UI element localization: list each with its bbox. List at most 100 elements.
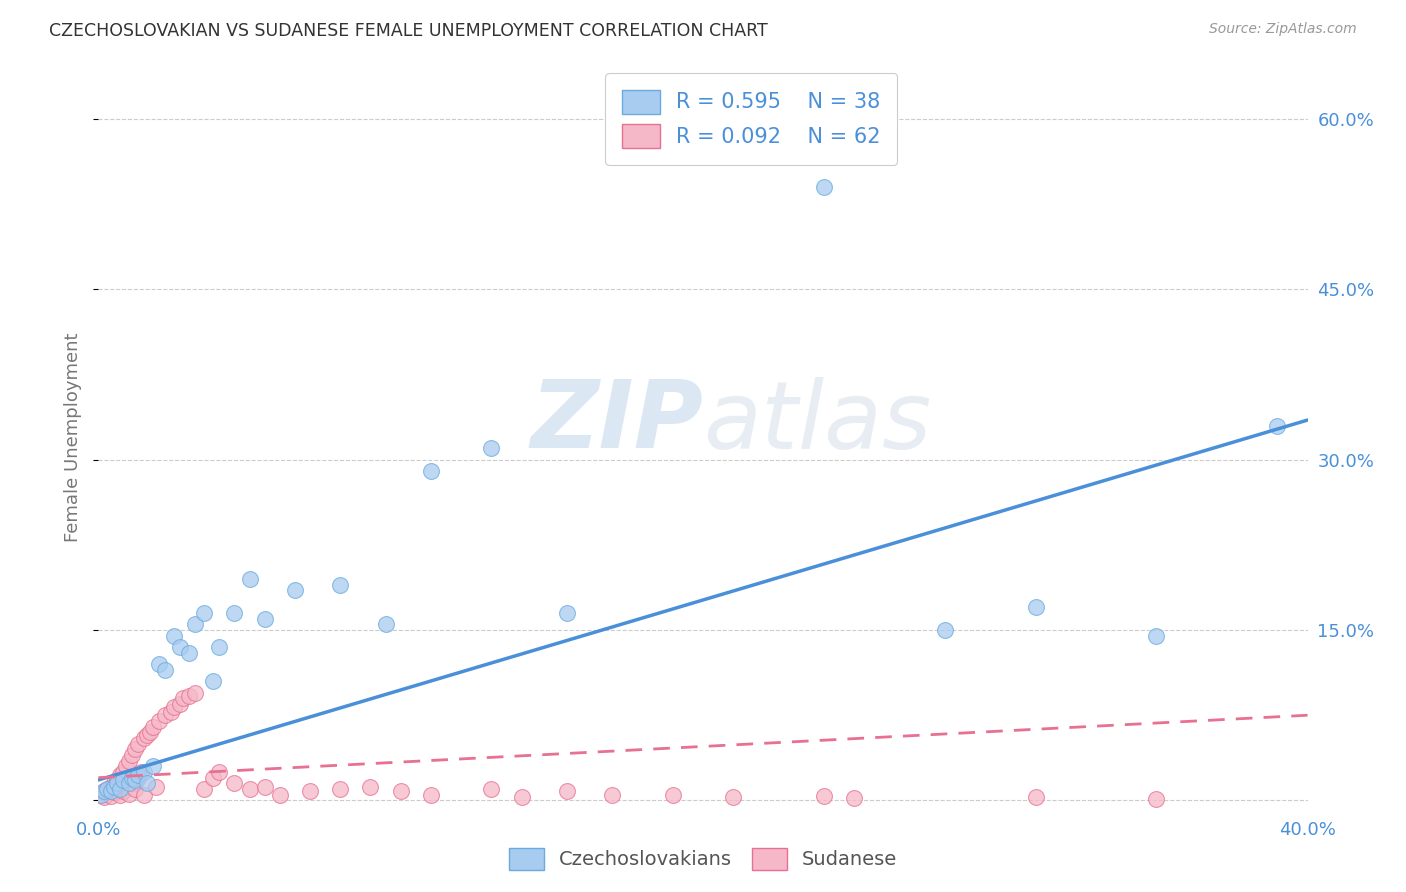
Point [114,780,136,794]
Point [813,789,835,803]
Point [135,776,157,790]
Point [179,646,201,660]
Point [389,784,412,798]
Point [661,788,683,802]
Point [96,782,118,797]
Point [121,776,143,790]
Point [132,788,155,802]
Point [153,663,176,677]
Point [160,705,183,719]
Point [510,789,533,804]
Point [105,772,128,787]
Point [132,764,155,779]
Point [1144,629,1167,643]
Point [108,788,131,802]
Point [145,780,167,794]
Point [105,782,128,797]
Point [844,791,866,805]
Point [329,782,352,797]
Point [374,617,396,632]
Point [555,784,578,798]
Point [723,789,745,804]
Point [239,572,262,586]
Point [253,780,276,794]
Text: Source: ZipAtlas.com: Source: ZipAtlas.com [1209,22,1357,37]
Point [135,727,157,741]
Point [114,759,136,773]
Point [132,731,155,745]
Point [420,464,443,478]
Point [208,764,231,779]
Point [103,785,125,799]
Point [1024,789,1046,804]
Point [420,788,443,802]
Point [118,754,141,768]
Point [124,772,146,787]
Point [90,788,112,802]
Point [163,700,186,714]
Point [360,780,382,794]
Point [153,708,176,723]
Point [111,784,134,798]
Point [105,776,128,790]
Point [253,612,276,626]
Point [118,787,141,801]
Point [96,787,118,801]
Point [96,782,118,797]
Point [100,789,122,803]
Point [108,768,131,782]
Point [111,772,134,787]
Point [284,583,307,598]
Point [121,747,143,762]
Text: ZIP: ZIP [530,376,703,468]
Point [193,606,215,620]
Point [142,759,165,773]
Point [239,782,262,797]
Point [481,442,503,456]
Point [172,691,194,706]
Point [100,780,122,794]
Point [124,742,146,756]
Point [148,657,170,672]
Point [111,764,134,779]
Point [224,606,246,620]
Point [108,782,131,797]
Point [202,674,225,689]
Point [299,784,322,798]
Point [142,720,165,734]
Point [193,782,215,797]
Point [481,782,503,797]
Point [121,771,143,785]
Point [813,180,835,194]
Point [202,771,225,785]
Point [269,788,291,802]
Point [163,629,186,643]
Legend: Czechoslovakians, Sudanese: Czechoslovakians, Sudanese [501,839,905,878]
Point [100,784,122,798]
Point [169,640,191,654]
Point [184,685,207,699]
Point [148,714,170,728]
Point [1024,600,1046,615]
Text: CZECHOSLOVAKIAN VS SUDANESE FEMALE UNEMPLOYMENT CORRELATION CHART: CZECHOSLOVAKIAN VS SUDANESE FEMALE UNEMP… [49,22,768,40]
Point [118,776,141,790]
Point [224,776,246,790]
Point [934,623,956,637]
Legend: R = 0.595    N = 38, R = 0.092    N = 62: R = 0.595 N = 38, R = 0.092 N = 62 [606,73,897,165]
Point [127,737,149,751]
Point [184,617,207,632]
Point [169,697,191,711]
Point [555,606,578,620]
Text: atlas: atlas [703,376,931,467]
Point [93,784,115,798]
Point [124,782,146,797]
Point [208,640,231,654]
Point [93,789,115,804]
Point [93,784,115,798]
Point [127,771,149,785]
Point [127,768,149,782]
Point [179,689,201,703]
Point [1144,792,1167,806]
Point [1267,418,1289,433]
Point [103,780,125,794]
